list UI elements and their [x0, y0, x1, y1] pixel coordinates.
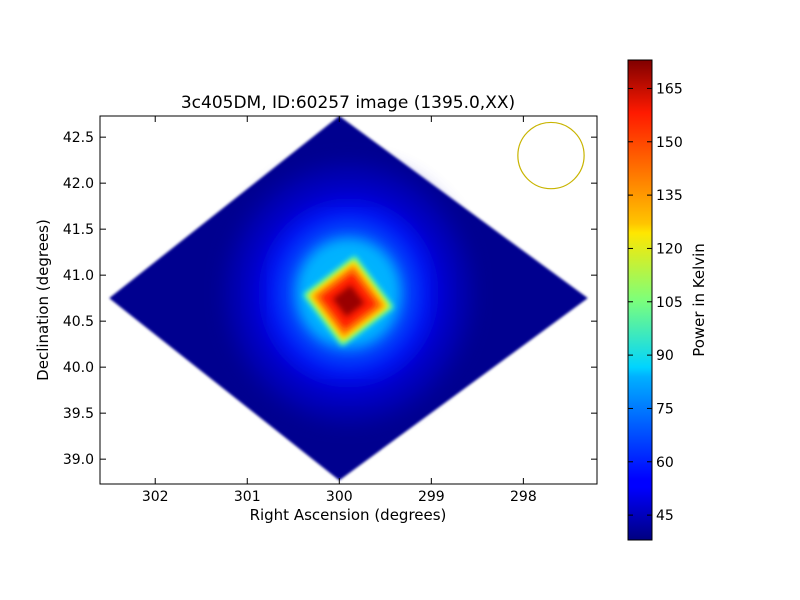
colorbar-label: Power in Kelvin: [690, 243, 708, 357]
colorbar-tick-label: 75: [656, 401, 674, 417]
colorbar-tick-label: 135: [656, 188, 683, 204]
y-tick-label: 39.5: [63, 406, 94, 422]
x-axis-ticks: 302 301 300 299 298: [142, 116, 537, 505]
x-tick-label: 299: [418, 489, 445, 505]
colorbar-tick-label: 45: [656, 508, 674, 524]
colorbar: [627, 59, 653, 541]
y-tick-label: 41.0: [63, 268, 94, 284]
y-tick-label: 42.0: [63, 176, 94, 192]
colorbar-tick-label: 150: [656, 135, 683, 151]
x-axis-label: Right Ascension (degrees): [250, 506, 447, 524]
plot-frame: [99, 115, 598, 485]
x-tick-label: 301: [234, 489, 261, 505]
colorbar-tick-label: 60: [656, 455, 674, 471]
y-tick-label: 40.0: [63, 360, 94, 376]
y-tick-label: 41.5: [63, 222, 94, 238]
x-tick-label: 300: [326, 489, 353, 505]
x-tick-label: 298: [510, 489, 537, 505]
beam-circle: [517, 121, 585, 190]
y-axis-ticks: 39.0 39.5 40.0 40.5 41.0 41.5 42.0 42.5: [63, 130, 597, 468]
y-tick-label: 42.5: [63, 130, 94, 146]
x-tick-label: 302: [142, 489, 169, 505]
heat-core: [332, 285, 365, 317]
heatmap-image: [109, 116, 588, 481]
chart-title: 3c405DM, ID:60257 image (1395.0,XX): [181, 93, 515, 113]
colorbar-tick-label: 105: [656, 295, 683, 311]
y-tick-label: 39.0: [63, 452, 94, 468]
y-tick-label: 40.5: [63, 314, 94, 330]
y-axis-label: Declination (degrees): [34, 219, 52, 381]
colorbar-tick-label: 120: [656, 241, 683, 257]
colorbar-tick-label: 90: [656, 348, 674, 364]
colorbar-ticks: 45 60 75 90 105 120 135 150 165: [628, 81, 683, 524]
colorbar-tick-label: 165: [656, 81, 683, 97]
